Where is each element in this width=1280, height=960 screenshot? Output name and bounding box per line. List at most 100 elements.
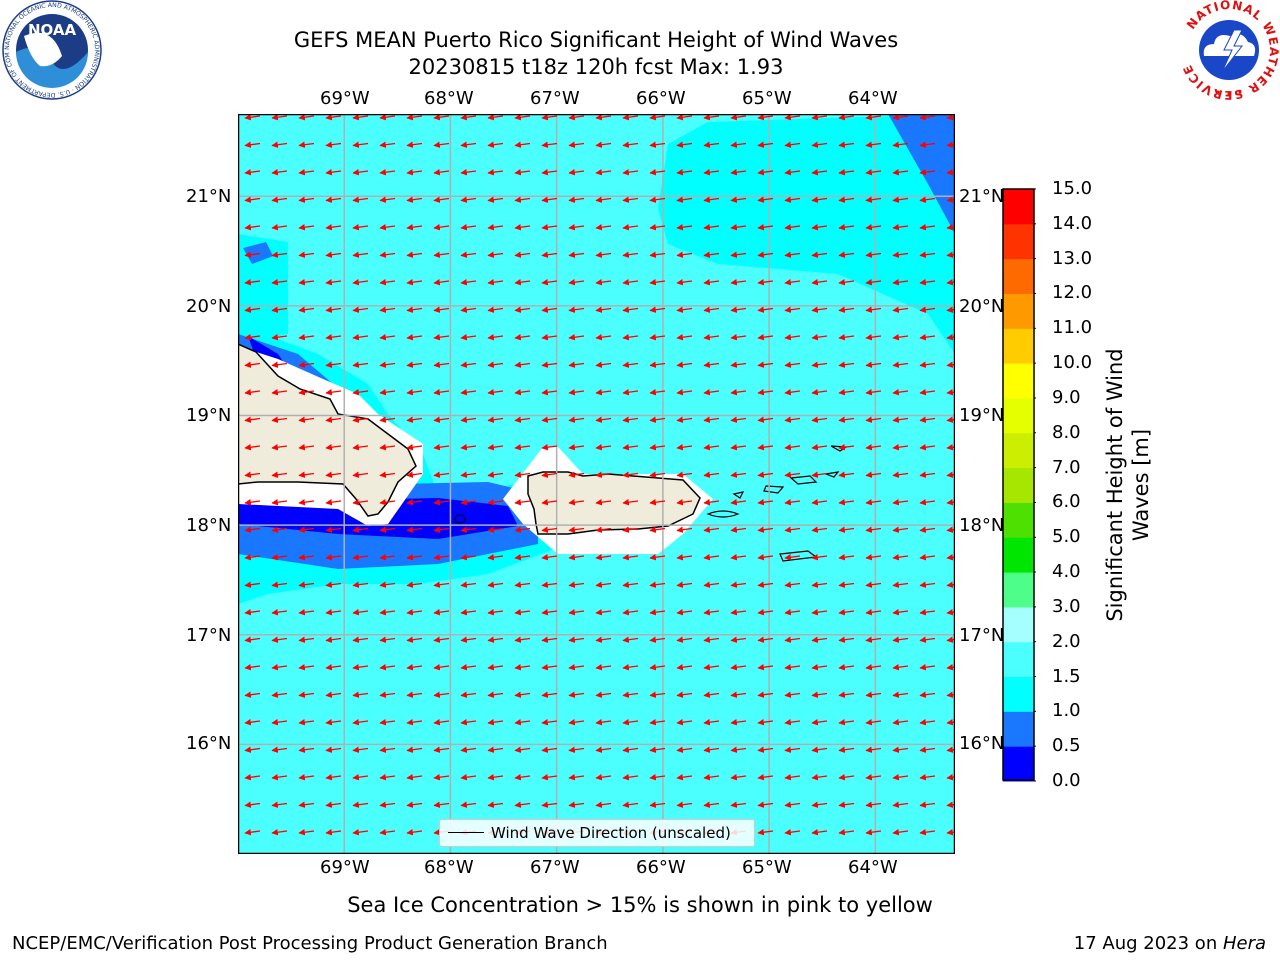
wave-direction-arrow [298,224,315,231]
wave-direction-arrow [892,829,909,836]
colorbar-band [1003,293,1034,329]
wave-direction-arrow [487,444,504,451]
wave-direction-arrow [406,526,423,533]
wave-contour-0.5-1-ne [888,114,955,234]
wave-direction-arrow [919,471,936,478]
wave-direction-arrow [784,471,801,478]
wave-direction-arrow [703,306,720,313]
wave-direction-arrow [271,664,288,671]
wave-direction-arrow [433,471,450,478]
wave-direction-arrow [406,636,423,643]
wave-direction-arrow [271,251,288,258]
wave-direction-arrow [271,114,288,121]
wave-direction-arrow [325,554,342,561]
wave-direction-arrow [838,829,855,836]
wave-direction-arrow [352,279,369,286]
wave-direction-arrow [622,389,639,396]
wave-direction-arrow [379,416,396,423]
wave-direction-arrow [811,169,828,176]
wave-direction-arrow [433,334,450,341]
wave-direction-arrow [568,306,585,313]
wave-direction-arrow [379,499,396,506]
wave-direction-arrow [784,251,801,258]
colorbar-tick-label: 4.0 [1052,561,1081,583]
wave-direction-arrow [352,554,369,561]
colorbar-tick-label: 1.5 [1052,665,1081,687]
wave-direction-arrow [649,169,666,176]
wave-direction-arrow [568,581,585,588]
wave-direction-arrow [568,609,585,616]
wave-direction-arrow [595,746,612,753]
wave-direction-arrow [514,609,531,616]
wave-direction-arrow [811,526,828,533]
wave-direction-arrow [433,691,450,698]
wave-direction-arrow [730,526,747,533]
wave-direction-arrow [892,719,909,726]
wave-direction-arrow [433,169,450,176]
colorbar-band [1003,537,1034,573]
wave-direction-arrow [433,444,450,451]
wave-direction-arrow [433,306,450,313]
wave-direction-arrow [271,361,288,368]
wave-direction-arrow [919,691,936,698]
wave-direction-arrow [919,141,936,148]
wave-direction-arrow [352,636,369,643]
wave-direction-arrow [298,196,315,203]
wave-direction-arrow [325,691,342,698]
wave-direction-arrow [811,416,828,423]
wave-direction-arrow [514,719,531,726]
wave-direction-arrow [352,499,369,506]
wave-direction-arrow [271,389,288,396]
wave-direction-arrow [487,196,504,203]
wave-direction-arrow [352,114,369,121]
wave-direction-arrow [568,251,585,258]
wave-direction-arrow [568,361,585,368]
wave-direction-arrow [568,141,585,148]
wave-direction-arrow [514,416,531,423]
wave-direction-arrow [379,609,396,616]
wave-direction-arrow [703,691,720,698]
wave-direction-arrow [460,361,477,368]
wave-direction-arrow [811,774,828,781]
wave-direction-arrow [379,636,396,643]
wave-direction-arrow [325,636,342,643]
lon-tick-bottom-69w: 69°W [320,857,370,878]
wave-direction-arrow [406,829,423,836]
wave-direction-arrow [649,526,666,533]
wave-direction-arrow [433,251,450,258]
wave-direction-arrow [568,471,585,478]
lat-tick-right-18n: 18°N [959,516,1003,536]
wave-direction-arrow [838,169,855,176]
wave-direction-arrow [892,499,909,506]
wave-direction-arrow [514,306,531,313]
wave-direction-arrow [298,169,315,176]
wave-direction-arrow [892,279,909,286]
wave-direction-arrow [595,224,612,231]
wave-direction-arrow [406,746,423,753]
wave-direction-arrow [325,169,342,176]
wave-direction-arrow [838,526,855,533]
wave-direction-arrow [244,526,261,533]
wave-direction-arrow [595,774,612,781]
land-st-thomas [763,485,785,494]
wave-direction-arrow [649,389,666,396]
wave-direction-arrow [892,334,909,341]
wave-direction-arrow [622,499,639,506]
wave-direction-arrow [730,746,747,753]
wave-direction-arrow [325,526,342,533]
wave-direction-arrow [325,499,342,506]
wave-direction-arrow [460,691,477,698]
wave-direction-arrow [811,609,828,616]
wave-direction-arrow [325,114,342,121]
wave-direction-arrow [325,719,342,726]
wave-direction-arrow [433,609,450,616]
wave-direction-arrow [676,224,693,231]
wave-direction-arrow [298,801,315,808]
wave-direction-arrow [838,691,855,698]
wave-direction-arrow [541,306,558,313]
wave-direction-arrow [622,636,639,643]
wave-direction-arrow [730,169,747,176]
wave-direction-arrow [865,526,882,533]
wave-direction-arrow [919,279,936,286]
wave-direction-arrow [703,581,720,588]
